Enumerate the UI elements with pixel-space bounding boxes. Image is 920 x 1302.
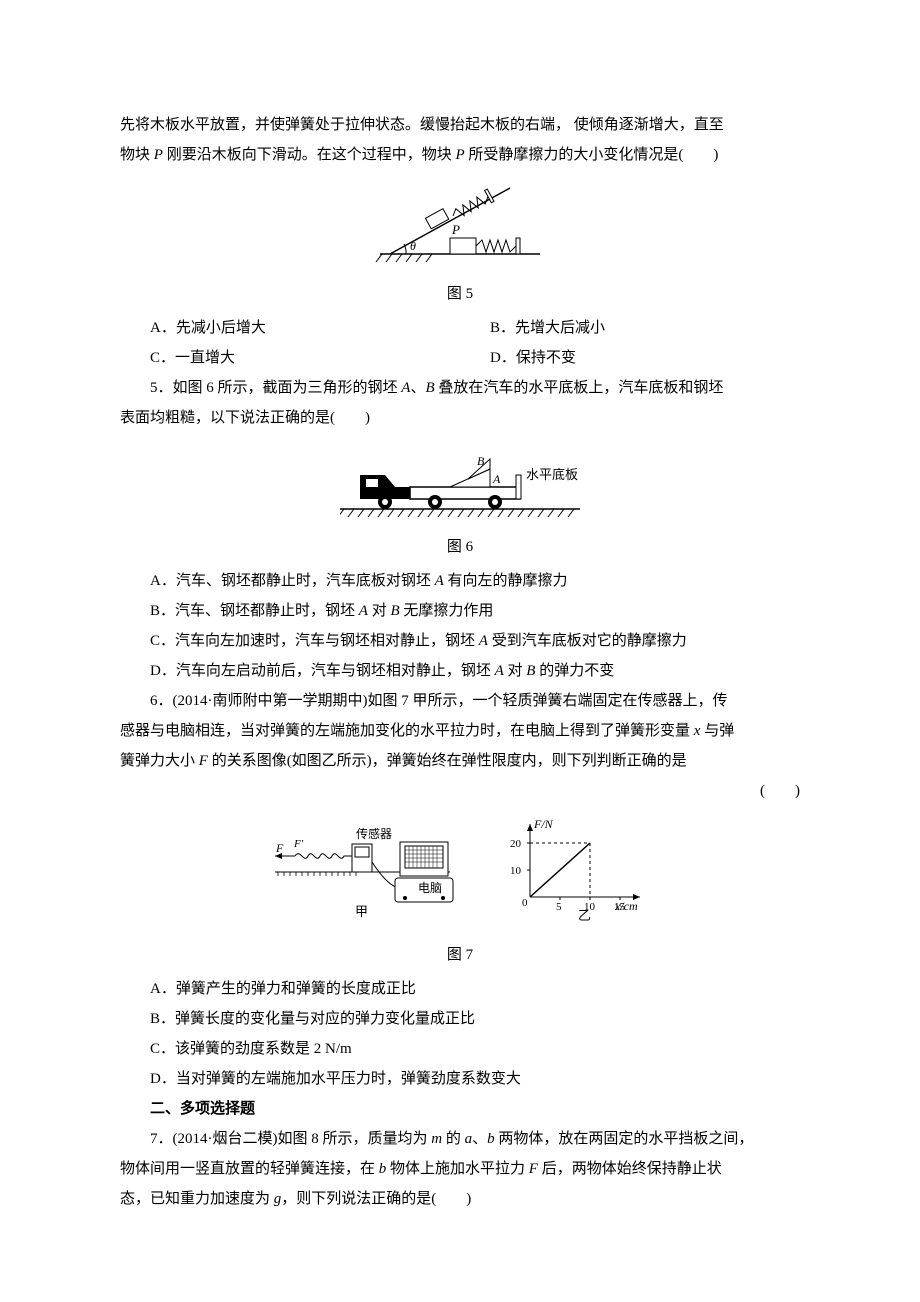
svg-text:B: B [477, 454, 485, 468]
figure-5: θ P 图 5 [120, 176, 800, 309]
figure-5-caption: 图 5 [120, 279, 800, 309]
q6-optB: B．弹簧长度的变化量与对应的弹力变化量成正比 [120, 1004, 800, 1034]
q4-optD: D．保持不变 [460, 343, 800, 373]
q5-text: 5．如图 6 所示，截面为三角形的钢坯 A、B 叠放在汽车的水平底板上，汽车底板… [120, 373, 800, 403]
svg-text:0: 0 [522, 897, 528, 909]
figure-6-caption: 图 6 [120, 532, 800, 562]
q6-text-2: 感器与电脑相连，当对弹簧的左端施加变化的水平拉力时，在电脑上得到了弹簧形变量 x… [120, 716, 800, 746]
q5-optA: A．汽车、钢坯都静止时，汽车底板对钢坯 A 有向左的静摩擦力 [120, 566, 800, 596]
svg-text:F/N: F/N [533, 817, 554, 831]
q6-text-3: 簧弹力大小 F 的关系图像(如图乙所示)，弹簧始终在弹性限度内，则下列判断正确的… [120, 746, 800, 776]
q6-optD: D．当对弹簧的左端施加水平压力时，弹簧劲度系数变大 [120, 1064, 800, 1094]
q5-optD: D．汽车向左启动前后，汽车与钢坯相对静止，钢坯 A 对 B 的弹力不变 [120, 656, 800, 686]
q7-text: 7．(2014·烟台二模)如图 8 所示，质量均为 m 的 a、b 两物体，放在… [120, 1124, 800, 1154]
svg-text:乙: 乙 [578, 908, 591, 923]
q6-optC: C．该弹簧的劲度系数是 2 N/m [120, 1034, 800, 1064]
svg-text:θ: θ [410, 239, 416, 253]
q6-text: 6．(2014·南师附中第一学期期中)如图 7 甲所示，一个轻质弹簧右端固定在传… [120, 686, 800, 716]
q4-text-2: 物块 P 刚要沿木板向下滑动。在这个过程中，物块 P 所受静摩擦力的大小变化情况… [120, 140, 800, 170]
q7-text-3: 态，已知重力加速度为 g，则下列说法正确的是( ) [120, 1184, 800, 1214]
q4-optA: A．先减小后增大 [120, 313, 460, 343]
svg-text:电脑: 电脑 [418, 881, 442, 895]
svg-text:15: 15 [614, 901, 626, 913]
figure-6: A B 水平底板 图 6 [120, 439, 800, 562]
q4-optC: C．一直增大 [120, 343, 460, 373]
q5-optB: B．汽车、钢坯都静止时，钢坯 A 对 B 无摩擦力作用 [120, 596, 800, 626]
svg-text:水平底板: 水平底板 [526, 467, 578, 482]
q7-text-2: 物体间用一竖直放置的轻弹簧连接，在 b 物体上施加水平拉力 F 后，两物体始终保… [120, 1154, 800, 1184]
svg-text:传感器: 传感器 [356, 826, 392, 841]
q4-line1: 先将木板水平放置，并使弹簧处于拉伸状态。缓慢抬起木板的右端， 使倾角逐渐增大，直… [120, 117, 724, 133]
figure-7-caption: 图 7 [120, 940, 800, 970]
q6-optA: A．弹簧产生的弹力和弹簧的长度成正比 [120, 974, 800, 1004]
q5-text-2: 表面均粗糙，以下说法正确的是( ) [120, 403, 800, 433]
svg-text:F: F [275, 841, 284, 855]
q4-optB: B．先增大后减小 [460, 313, 800, 343]
section-2-heading: 二、多项选择题 [120, 1094, 800, 1124]
svg-text:10: 10 [510, 865, 522, 877]
svg-text:A: A [492, 472, 501, 486]
svg-text:甲: 甲 [355, 904, 368, 919]
svg-text:F': F' [293, 838, 304, 850]
q6-blank: ( ) [120, 776, 800, 806]
q4-options: A．先减小后增大 B．先增大后减小 C．一直增大 D．保持不变 [120, 313, 800, 373]
q5-optC: C．汽车向左加速时，汽车与钢坯相对静止，钢坯 A 受到汽车底板对它的静摩擦力 [120, 626, 800, 656]
q4-text: 先将木板水平放置，并使弹簧处于拉伸状态。缓慢抬起木板的右端， 使倾角逐渐增大，直… [120, 110, 800, 140]
figure-7: F F' 传感器 [120, 812, 800, 970]
svg-text:5: 5 [556, 901, 562, 913]
svg-text:20: 20 [510, 838, 522, 850]
svg-text:P: P [451, 222, 460, 237]
